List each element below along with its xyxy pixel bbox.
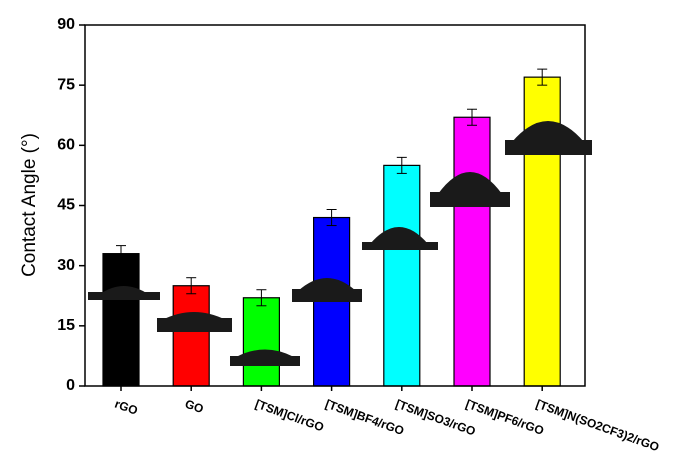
y-tick-label: 90 xyxy=(57,16,75,33)
chart: Contact Angle (°) 0 15 30 45 60 75 90 rGO GO [TSM… xyxy=(0,0,674,470)
x-tick-label: [TSM]PF6/rGO xyxy=(464,397,546,438)
x-tick-label: GO xyxy=(183,397,205,417)
y-tick-label: 0 xyxy=(66,377,75,394)
droplet-base xyxy=(230,356,300,366)
droplet xyxy=(512,121,584,142)
bar xyxy=(173,286,209,386)
y-tick-label: 75 xyxy=(57,76,75,93)
y-tick-label: 45 xyxy=(57,197,75,214)
droplet-base xyxy=(505,140,592,155)
droplet xyxy=(438,172,502,194)
x-tick-label: [TSM]SO3/rGO xyxy=(394,397,478,439)
x-tick-label: [TSM]N(SO2CF3)2/rGO xyxy=(534,397,661,455)
droplet-base xyxy=(157,318,232,332)
droplet xyxy=(162,312,226,320)
x-tick-label: [TSM]BF4/rGO xyxy=(323,397,405,438)
plot-area: 0 15 30 45 60 75 90 rGO GO [TSM]Cl/rGO[TSM]BF4/rG… xyxy=(57,16,661,454)
y-tick-label: 15 xyxy=(57,317,75,334)
bar xyxy=(454,117,490,386)
bar xyxy=(243,298,279,386)
x-tick-label: rGO xyxy=(113,397,140,418)
droplet-base xyxy=(430,192,510,207)
y-tick-label: 60 xyxy=(57,137,75,154)
bar xyxy=(103,254,139,386)
y-tick-label: 30 xyxy=(57,257,75,274)
bar xyxy=(384,165,420,386)
x-tick-label: [TSM]Cl/rGO xyxy=(253,397,325,435)
y-axis-label: Contact Angle (°) xyxy=(19,133,40,277)
